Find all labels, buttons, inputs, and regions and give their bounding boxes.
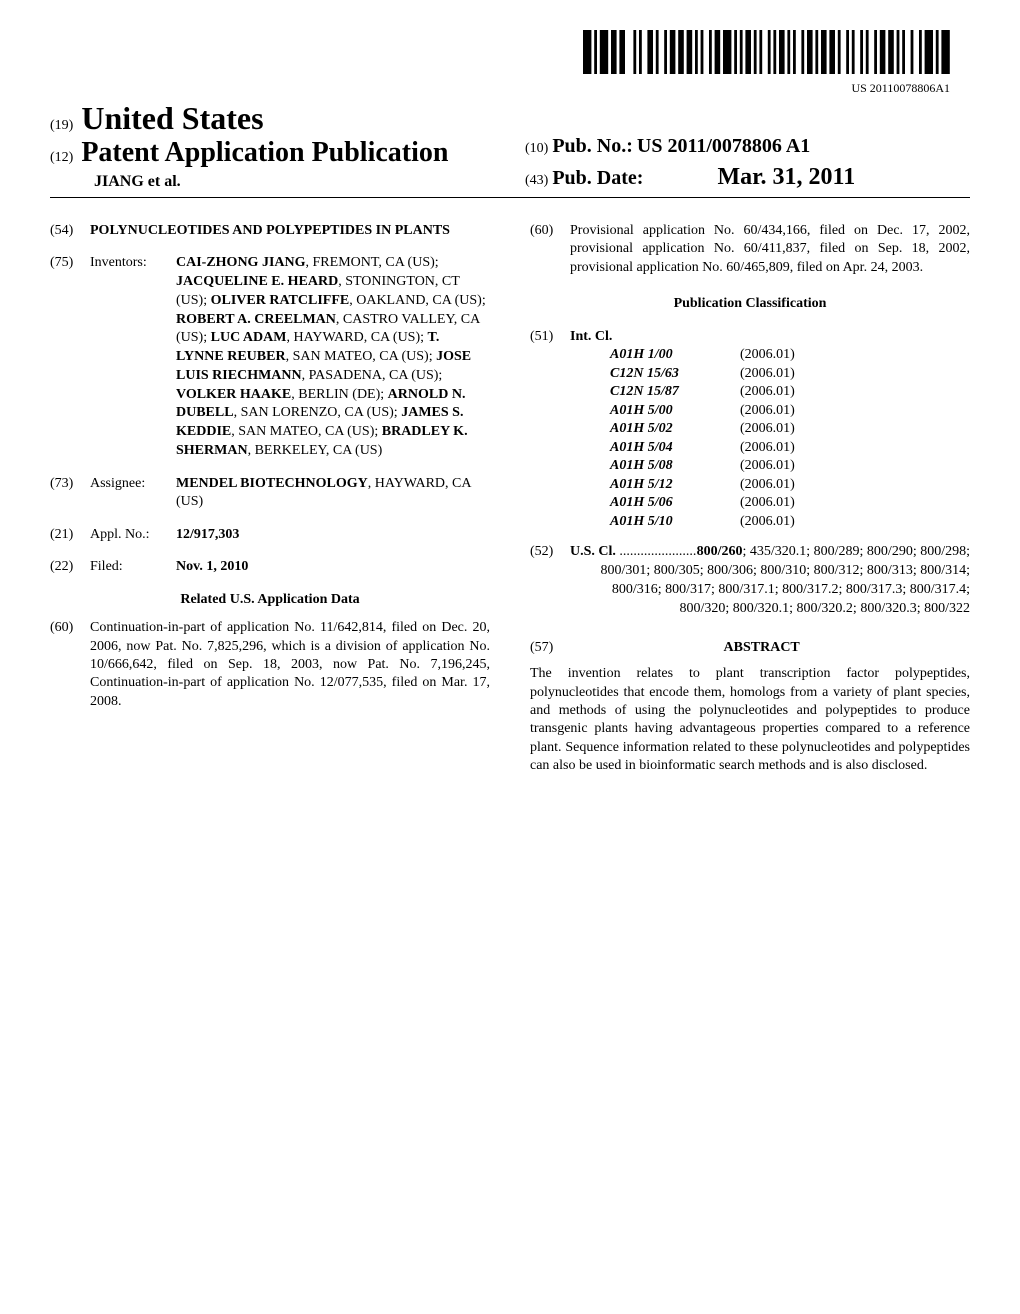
applno-field: (21) Appl. No.: 12/917,303 bbox=[50, 526, 490, 544]
header-rule bbox=[50, 197, 970, 198]
pubdate-label: Pub. Date: bbox=[552, 167, 643, 189]
abstract-header: ABSTRACT bbox=[553, 639, 970, 657]
barcode-label: US 20110078806A1 bbox=[50, 81, 950, 96]
invention-title: POLYNUCLEOTIDES AND POLYPEPTIDES IN PLAN… bbox=[90, 222, 490, 240]
country-title: United States bbox=[81, 100, 263, 136]
provisional-num: (60) bbox=[530, 222, 570, 277]
intcl-year: (2006.01) bbox=[740, 347, 795, 362]
pub-no-line: (10) Pub. No.: US 2011/0078806 A1 bbox=[525, 135, 970, 158]
intcl-year: (2006.01) bbox=[740, 514, 795, 529]
intcl-year: (2006.01) bbox=[740, 384, 795, 399]
filed-field: (22) Filed: Nov. 1, 2010 bbox=[50, 558, 490, 576]
intcl-year: (2006.01) bbox=[740, 421, 795, 436]
intcl-year: (2006.01) bbox=[740, 477, 795, 492]
pubdate-value: Mar. 31, 2011 bbox=[717, 164, 855, 190]
intcl-code: C12N 15/87 bbox=[570, 383, 740, 401]
header-row: (19) United States (12) Patent Applicati… bbox=[50, 100, 970, 191]
line-43-prefix: (43) bbox=[525, 173, 548, 188]
provisional-field: (60) Provisional application No. 60/434,… bbox=[530, 222, 970, 277]
inventors-num: (75) bbox=[50, 254, 90, 460]
related-header: Related U.S. Application Data bbox=[50, 591, 490, 609]
inventors-list: CAI-ZHONG JIANG, FREMONT, CA (US); JACQU… bbox=[176, 254, 490, 460]
uscl-value: U.S. Cl. ...................... 800/260;… bbox=[570, 543, 970, 619]
intcl-row: A01H 1/00(2006.01) bbox=[570, 346, 970, 364]
intcl-row: A01H 5/00(2006.01) bbox=[570, 402, 970, 420]
assignee-label: Assignee: bbox=[90, 475, 176, 512]
pub-date-line: (43) Pub. Date: Mar. 31, 2011 bbox=[525, 164, 970, 191]
intcl-code: A01H 5/04 bbox=[570, 439, 740, 457]
uscl-first: 800/260 bbox=[697, 544, 743, 559]
intcl-num: (51) bbox=[530, 328, 570, 531]
intcl-code: C12N 15/63 bbox=[570, 365, 740, 383]
intcl-code: A01H 5/06 bbox=[570, 494, 740, 512]
title-num: (54) bbox=[50, 222, 90, 240]
pubclass-header: Publication Classification bbox=[530, 295, 970, 313]
intcl-code: A01H 1/00 bbox=[570, 346, 740, 364]
intcl-list: A01H 1/00(2006.01)C12N 15/63(2006.01)C12… bbox=[570, 346, 970, 531]
abstract-header-row: (57) ABSTRACT bbox=[530, 639, 970, 657]
line-19-prefix: (19) bbox=[50, 118, 73, 133]
intcl-code: A01H 5/12 bbox=[570, 476, 740, 494]
intcl-code: A01H 5/08 bbox=[570, 457, 740, 475]
continuation-field: (60) Continuation-in-part of application… bbox=[50, 619, 490, 711]
line-10-prefix: (10) bbox=[525, 141, 548, 156]
intcl-row: C12N 15/63(2006.01) bbox=[570, 365, 970, 383]
body-columns: (54) POLYNUCLEOTIDES AND POLYPEPTIDES IN… bbox=[50, 222, 970, 776]
left-column: (54) POLYNUCLEOTIDES AND POLYPEPTIDES IN… bbox=[50, 222, 490, 776]
uscl-dots: ...................... bbox=[619, 544, 696, 559]
assignee-value: MENDEL BIOTECHNOLOGY, HAYWARD, CA (US) bbox=[176, 475, 490, 512]
intcl-year: (2006.01) bbox=[740, 495, 795, 510]
authors-etal: JIANG et al. bbox=[50, 173, 495, 191]
pubno-label: Pub. No.: bbox=[552, 135, 633, 157]
applno-value: 12/917,303 bbox=[176, 526, 490, 544]
intcl-year: (2006.01) bbox=[740, 458, 795, 473]
patent-page: US 20110078806A1 (19) United States (12)… bbox=[0, 0, 1020, 816]
barcode-region: US 20110078806A1 bbox=[50, 30, 970, 96]
intcl-field: (51) Int. Cl. A01H 1/00(2006.01)C12N 15/… bbox=[530, 328, 970, 531]
filed-num: (22) bbox=[50, 558, 90, 576]
provisional-text: Provisional application No. 60/434,166, … bbox=[570, 222, 970, 277]
applno-label: Appl. No.: bbox=[90, 526, 176, 544]
uscl-field: (52) U.S. Cl. ...................... 800… bbox=[530, 543, 970, 619]
intcl-year: (2006.01) bbox=[740, 366, 795, 381]
header-left: (19) United States (12) Patent Applicati… bbox=[50, 100, 495, 191]
intcl-year: (2006.01) bbox=[740, 440, 795, 455]
uscl-label: U.S. Cl. bbox=[570, 544, 616, 559]
intcl-year: (2006.01) bbox=[740, 403, 795, 418]
pubno-value: US 2011/0078806 A1 bbox=[637, 135, 810, 157]
intcl-row: A01H 5/04(2006.01) bbox=[570, 439, 970, 457]
intcl-row: A01H 5/12(2006.01) bbox=[570, 476, 970, 494]
applno-num: (21) bbox=[50, 526, 90, 544]
barcode-graphic bbox=[583, 30, 950, 74]
continuation-text: Continuation-in-part of application No. … bbox=[90, 619, 490, 711]
filed-label: Filed: bbox=[90, 558, 176, 576]
continuation-num: (60) bbox=[50, 619, 90, 711]
filed-value: Nov. 1, 2010 bbox=[176, 558, 490, 576]
intcl-code: A01H 5/00 bbox=[570, 402, 740, 420]
inventors-field: (75) Inventors: CAI-ZHONG JIANG, FREMONT… bbox=[50, 254, 490, 460]
assignee-field: (73) Assignee: MENDEL BIOTECHNOLOGY, HAY… bbox=[50, 475, 490, 512]
intcl-code: A01H 5/02 bbox=[570, 420, 740, 438]
title-field: (54) POLYNUCLEOTIDES AND POLYPEPTIDES IN… bbox=[50, 222, 490, 240]
assignee-num: (73) bbox=[50, 475, 90, 512]
intcl-row: A01H 5/08(2006.01) bbox=[570, 457, 970, 475]
abstract-num: (57) bbox=[530, 639, 553, 657]
uscl-num: (52) bbox=[530, 543, 570, 619]
header-right: (10) Pub. No.: US 2011/0078806 A1 (43) P… bbox=[495, 135, 970, 191]
intcl-code: A01H 5/10 bbox=[570, 513, 740, 531]
intcl-row: A01H 5/02(2006.01) bbox=[570, 420, 970, 438]
intcl-row: C12N 15/87(2006.01) bbox=[570, 383, 970, 401]
right-column: (60) Provisional application No. 60/434,… bbox=[530, 222, 970, 776]
intcl-row: A01H 5/10(2006.01) bbox=[570, 513, 970, 531]
pap-title: Patent Application Publication bbox=[81, 137, 448, 168]
line-12-prefix: (12) bbox=[50, 150, 73, 165]
intcl-row: A01H 5/06(2006.01) bbox=[570, 494, 970, 512]
intcl-label: Int. Cl. bbox=[570, 328, 970, 346]
inventors-label: Inventors: bbox=[90, 254, 176, 460]
abstract-text: The invention relates to plant transcrip… bbox=[530, 665, 970, 776]
